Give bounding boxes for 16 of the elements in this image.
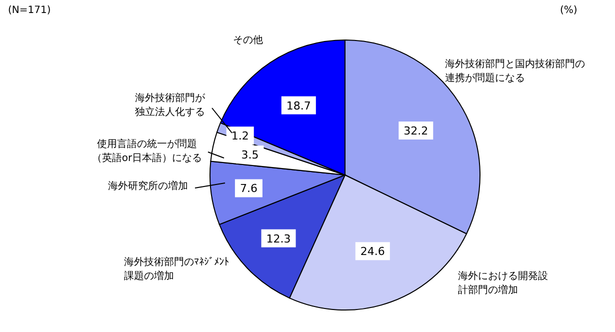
slice-label: 使用言語の統一が問題（英語or日本語）になる [90, 138, 204, 166]
slice-label: 海外技術部門が独立法人化する [135, 92, 206, 120]
data-label: 12.3 [266, 232, 291, 246]
text: (%) [560, 4, 578, 18]
data-label: 24.6 [360, 245, 385, 258]
slice-label: 海外技術部門と国内技術部門の連携が問題になる [445, 58, 585, 86]
data-label: 7.6 [240, 182, 258, 196]
data-label: 3.5 [241, 148, 259, 162]
data-label: 18.7 [286, 99, 311, 112]
data-label: 1.2 [231, 130, 249, 143]
data-label: 32.2 [404, 124, 428, 138]
slice-label: 海外技術部門のﾏﾈｼﾞﾒﾝﾄ課題の増加 [124, 256, 230, 284]
slice-label: 海外研究所の増加 [108, 180, 189, 194]
slice-label: 海外における開発設計部門の増加 [458, 270, 549, 298]
text: (N=171) [8, 4, 51, 18]
slice-label: その他 [232, 34, 264, 48]
